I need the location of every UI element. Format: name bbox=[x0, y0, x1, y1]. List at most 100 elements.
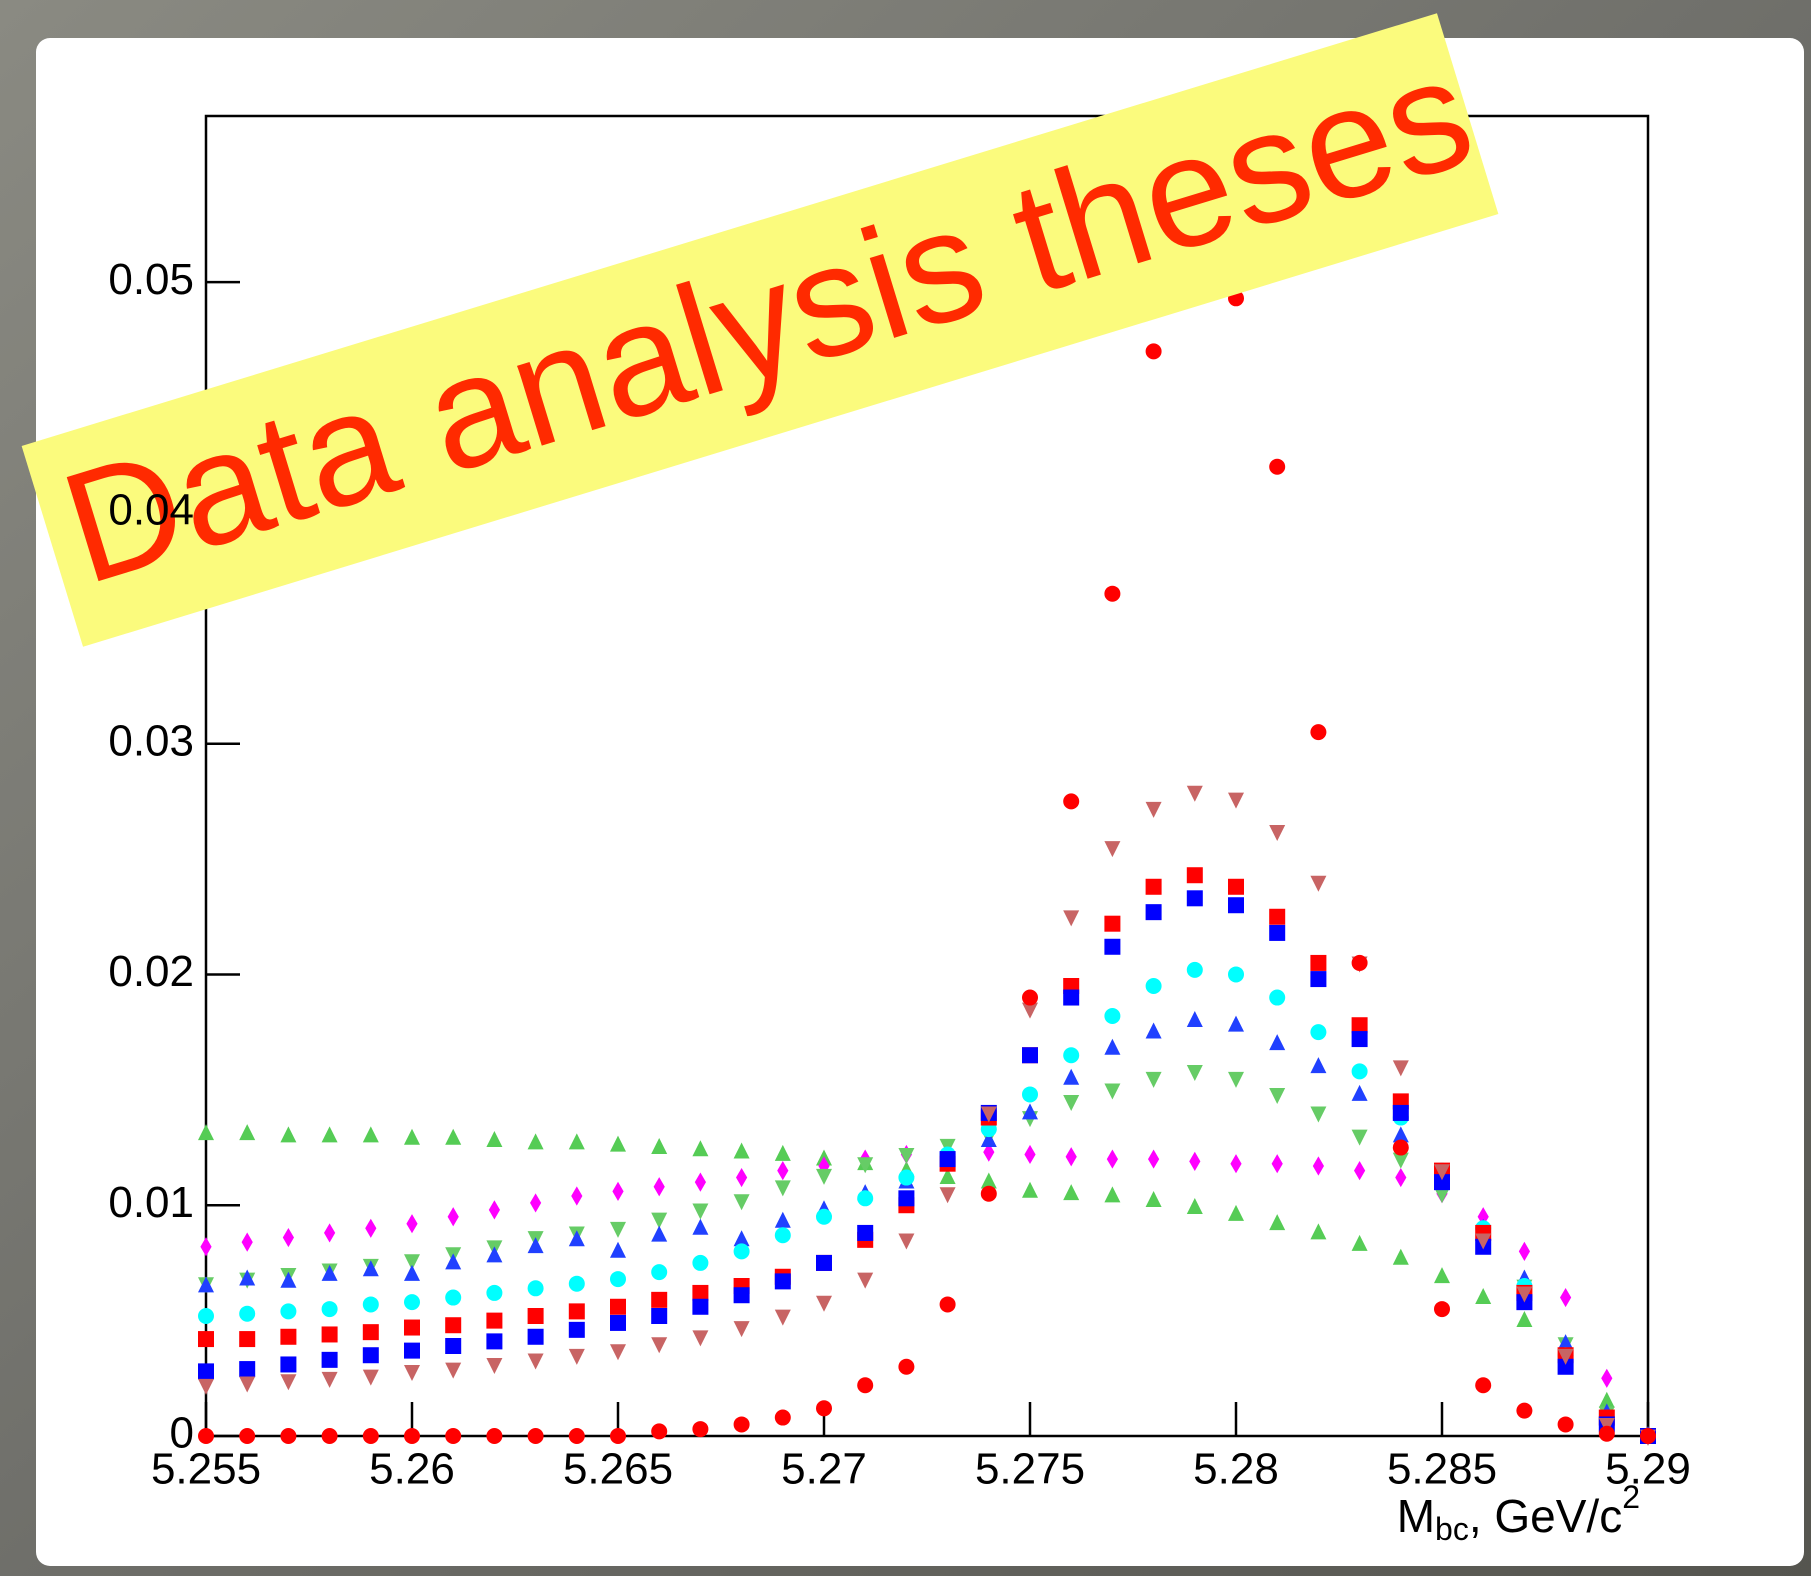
data-point bbox=[362, 1428, 379, 1444]
data-point bbox=[1354, 1161, 1366, 1181]
data-point bbox=[774, 1211, 791, 1228]
data-point bbox=[610, 1271, 626, 1288]
data-point bbox=[1189, 1151, 1201, 1171]
data-point bbox=[1310, 724, 1327, 741]
data-point bbox=[774, 1180, 791, 1197]
data-point bbox=[486, 1333, 503, 1350]
data-point bbox=[568, 1303, 585, 1320]
data-point bbox=[1228, 966, 1244, 983]
y-tick-label: 0 bbox=[170, 1409, 194, 1458]
data-point bbox=[774, 1409, 791, 1426]
data-point bbox=[362, 1126, 379, 1143]
data-point bbox=[816, 1295, 832, 1312]
data-point bbox=[857, 1377, 874, 1394]
data-point bbox=[1598, 1425, 1615, 1442]
data-point bbox=[651, 1137, 668, 1154]
data-point bbox=[198, 1331, 214, 1348]
x-tick-label: 5.275 bbox=[975, 1445, 1085, 1494]
data-point bbox=[1228, 1071, 1244, 1088]
data-point bbox=[898, 1358, 915, 1375]
x-tick-label: 5.29 bbox=[1605, 1445, 1691, 1494]
data-point bbox=[1186, 785, 1203, 802]
x-tick-label: 5.26 bbox=[369, 1445, 455, 1494]
data-point bbox=[280, 1374, 297, 1391]
data-point bbox=[939, 1167, 956, 1184]
data-point bbox=[1516, 1402, 1533, 1419]
data-point bbox=[1145, 801, 1162, 818]
data-point bbox=[568, 1133, 585, 1150]
x-axis-label: Mbc, GeV/c2 bbox=[1397, 1479, 1640, 1547]
data-point bbox=[1560, 1287, 1572, 1308]
data-point bbox=[568, 1321, 585, 1338]
data-point bbox=[568, 1348, 585, 1365]
data-point bbox=[239, 1428, 256, 1444]
data-point bbox=[733, 1243, 750, 1260]
data-point bbox=[1351, 954, 1368, 971]
data-point bbox=[404, 1342, 420, 1359]
data-point bbox=[1063, 1184, 1080, 1201]
data-point bbox=[774, 1227, 791, 1244]
data-point bbox=[486, 1131, 503, 1148]
data-point bbox=[362, 1369, 379, 1386]
data-point bbox=[1145, 343, 1162, 360]
data-point bbox=[362, 1260, 379, 1277]
data-point bbox=[321, 1326, 338, 1343]
data-point bbox=[610, 1314, 626, 1331]
data-point bbox=[1063, 989, 1080, 1006]
data-point bbox=[404, 1294, 420, 1311]
data-point bbox=[198, 1363, 214, 1380]
data-point bbox=[736, 1167, 748, 1188]
data-point bbox=[777, 1161, 789, 1181]
data-point bbox=[939, 1187, 956, 1204]
data-point bbox=[1516, 1311, 1533, 1328]
data-point bbox=[486, 1428, 503, 1444]
x-label-sup: 2 bbox=[1622, 1479, 1640, 1515]
data-point bbox=[486, 1246, 503, 1263]
data-point bbox=[1145, 1191, 1162, 1208]
data-point bbox=[939, 1296, 956, 1313]
data-point bbox=[1022, 1181, 1038, 1198]
data-point bbox=[1312, 1156, 1324, 1176]
data-point bbox=[404, 1254, 420, 1271]
data-point bbox=[1104, 1008, 1121, 1024]
data-point bbox=[1186, 1011, 1203, 1028]
data-point bbox=[1392, 1139, 1409, 1156]
data-point bbox=[1186, 890, 1203, 907]
data-point bbox=[486, 1284, 503, 1301]
data-point bbox=[527, 1328, 544, 1345]
data-point bbox=[983, 1142, 995, 1162]
data-point bbox=[816, 1254, 832, 1271]
data-point bbox=[651, 1291, 668, 1308]
data-point bbox=[1145, 978, 1162, 994]
data-point bbox=[694, 1172, 706, 1192]
data-point bbox=[610, 1298, 626, 1315]
data-point bbox=[1022, 1002, 1038, 1019]
data-point bbox=[365, 1218, 377, 1238]
data-point bbox=[1475, 1287, 1492, 1304]
data-point bbox=[1475, 1233, 1492, 1250]
data-point bbox=[321, 1264, 338, 1281]
data-point bbox=[651, 1225, 668, 1242]
data-point bbox=[1145, 878, 1162, 895]
y-tick-label: 0.04 bbox=[108, 486, 194, 535]
x-tick-label: 5.28 bbox=[1193, 1445, 1279, 1494]
data-point bbox=[239, 1331, 256, 1348]
data-point bbox=[980, 1131, 997, 1148]
data-point bbox=[1228, 878, 1244, 895]
data-point bbox=[1601, 1368, 1613, 1388]
data-point bbox=[530, 1193, 542, 1213]
x-tick-label: 5.27 bbox=[781, 1445, 867, 1494]
data-point bbox=[1104, 841, 1121, 858]
data-point bbox=[651, 1308, 668, 1324]
data-point bbox=[321, 1371, 338, 1388]
data-point bbox=[445, 1253, 462, 1270]
data-point bbox=[1186, 1064, 1203, 1081]
data-point bbox=[406, 1214, 418, 1234]
data-point bbox=[486, 1312, 503, 1329]
data-point bbox=[1392, 1152, 1409, 1169]
data-point bbox=[1106, 1149, 1118, 1169]
data-point bbox=[857, 1190, 874, 1207]
data-point bbox=[198, 1124, 214, 1141]
data-point bbox=[280, 1356, 297, 1373]
